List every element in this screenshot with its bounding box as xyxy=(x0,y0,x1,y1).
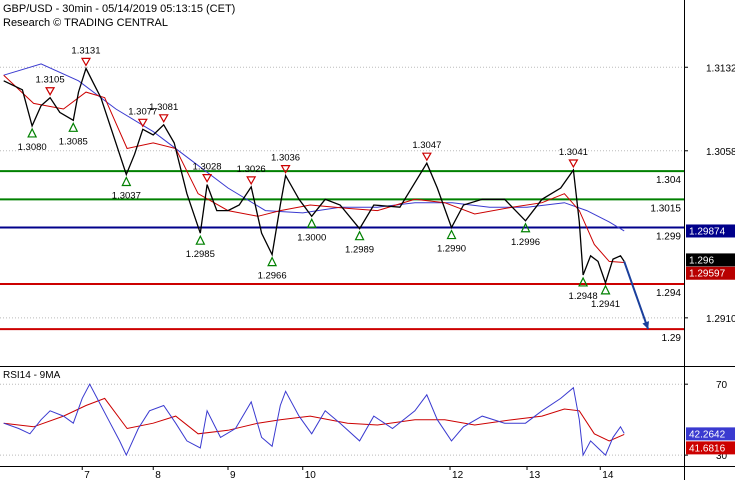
low-label: 1.2990 xyxy=(437,244,466,255)
low-marker xyxy=(306,217,317,228)
price-axis: 1.3132 1.3058 1.2910 1.29874 1.296 1.29597 xyxy=(684,63,735,325)
low-label: 1.3080 xyxy=(18,142,47,153)
low-label: 1.3000 xyxy=(297,232,326,243)
moving-averages xyxy=(3,63,625,263)
projection-line xyxy=(623,261,650,330)
low-label: 1.3085 xyxy=(59,136,88,147)
ma-slow-value-box xyxy=(686,224,735,238)
high-marker xyxy=(202,174,213,183)
low-label: 1.2966 xyxy=(258,271,287,282)
rsi-value-box-text: 42.2642 xyxy=(689,429,726,440)
rsi-tick-label: 70 xyxy=(716,380,728,391)
projection-arrow xyxy=(623,261,650,330)
high-label: 1.3105 xyxy=(36,75,65,86)
ma-fast-line xyxy=(3,74,625,263)
level-label-2: 1.299 xyxy=(656,232,681,243)
high-label: 1.3036 xyxy=(271,153,300,164)
ma-fast-value-box-text: 1.29597 xyxy=(689,269,726,280)
low-label: 1.2948 xyxy=(569,291,598,302)
chart-subtitle: Research © TRADING CENTRAL xyxy=(3,17,168,29)
time-tick-label: 12 xyxy=(452,470,464,480)
low-marker xyxy=(68,121,79,132)
rsi-tick-label: 30 xyxy=(716,451,728,462)
ma-slow-line xyxy=(3,63,625,232)
price-tick-label: 1.3132 xyxy=(706,63,735,74)
level-label-4: 1.29 xyxy=(662,333,682,344)
level-label-3: 1.294 xyxy=(656,288,681,299)
low-marker xyxy=(446,229,457,240)
low-marker xyxy=(520,222,531,233)
high-label: 1.3028 xyxy=(193,162,222,173)
high-marker xyxy=(80,57,92,67)
current-price-box xyxy=(686,253,735,267)
rsi-series xyxy=(3,383,625,457)
rsi-ma-line xyxy=(3,397,625,442)
rsi-ma-value-box-text: 41.6816 xyxy=(689,443,726,454)
low-label: 1.2985 xyxy=(186,249,215,260)
chart-title: GBP/USD - 30min - 05/14/2019 05:13:15 (C… xyxy=(3,3,235,15)
time-tick-label: 8 xyxy=(155,470,161,480)
time-tick-label: 9 xyxy=(230,470,236,480)
current-price-box-text: 1.296 xyxy=(689,255,714,266)
high-marker xyxy=(45,87,56,96)
time-tick-label: 7 xyxy=(84,470,90,480)
low-label: 1.2941 xyxy=(591,299,620,310)
ma-fast-value-box xyxy=(686,266,735,280)
time-tick-label: 14 xyxy=(602,470,614,480)
high-marker xyxy=(137,118,148,128)
low-marker xyxy=(600,284,611,295)
level-label-0: 1.304 xyxy=(656,175,681,186)
rsi-gridlines xyxy=(0,383,684,456)
price-line xyxy=(3,66,625,285)
rsi-ma-value-box xyxy=(686,441,735,455)
high-marker xyxy=(158,114,169,124)
projection-arrowhead xyxy=(642,321,650,330)
low-label: 1.2996 xyxy=(511,237,540,248)
low-marker xyxy=(578,276,589,287)
high-label: 1.3077 xyxy=(128,106,157,117)
time-axis: 7 8 9 10 12 13 14 xyxy=(81,466,614,480)
high-marker xyxy=(568,159,579,169)
high-label: 1.3047 xyxy=(412,140,441,151)
high-marker xyxy=(280,165,291,174)
price-series xyxy=(3,66,625,285)
level-lines: 1.304 1.3015 1.299 1.294 1.29 xyxy=(0,170,684,344)
high-marker xyxy=(421,152,432,162)
rsi-axis: 70 30 42.2642 41.6816 xyxy=(684,380,735,462)
low-marker xyxy=(27,127,38,138)
time-tick-label: 10 xyxy=(305,470,317,480)
time-tick-label: 13 xyxy=(529,470,541,480)
price-tick-label: 1.2910 xyxy=(706,314,735,325)
low-marker xyxy=(121,176,132,187)
high-label: 1.3041 xyxy=(559,147,588,158)
low-label: 1.2989 xyxy=(345,245,374,256)
ma-slow-value-box-text: 1.29874 xyxy=(689,226,726,237)
main-gridlines xyxy=(0,66,684,319)
high-label: 1.3026 xyxy=(237,164,266,175)
low-marker xyxy=(267,256,278,267)
low-marker xyxy=(195,234,206,245)
rsi-line xyxy=(3,383,625,457)
low-marker xyxy=(354,230,365,241)
rsi-title: RSI14 - 9MA xyxy=(3,370,61,381)
low-label: 1.3037 xyxy=(112,190,141,201)
price-tick-label: 1.3058 xyxy=(706,147,735,158)
high-label: 1.3081 xyxy=(149,102,178,113)
high-marker xyxy=(246,176,257,186)
level-label-1: 1.3015 xyxy=(650,203,681,214)
high-label: 1.3131 xyxy=(71,45,100,56)
rsi-value-box xyxy=(686,427,735,441)
